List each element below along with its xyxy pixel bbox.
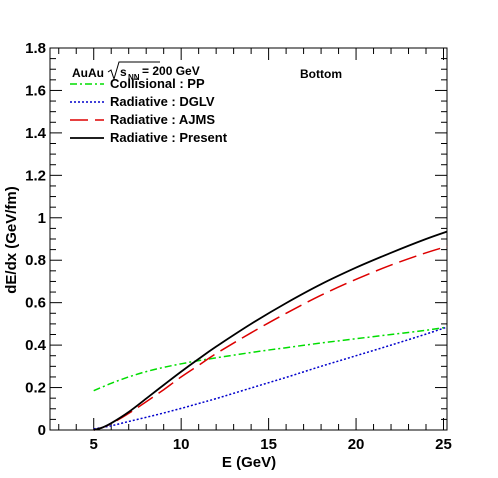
annotation-quark: Bottom xyxy=(300,67,342,81)
y-axis-label: dE/dx (GeV/fm) xyxy=(3,186,20,294)
y-tick-label: 1.8 xyxy=(25,40,46,57)
series-line-2 xyxy=(93,245,448,431)
annotation-energy-value: = 200 GeV xyxy=(142,64,200,78)
series-line-3 xyxy=(93,230,448,431)
x-tick-label: 10 xyxy=(173,436,190,453)
y-tick-label: 1 xyxy=(38,210,46,227)
y-tick-label: 1.4 xyxy=(25,125,47,142)
annotation-energy-subscript: NN xyxy=(128,73,140,82)
annotation-energy-symbol: s xyxy=(120,65,127,79)
legend-label-1: Radiative : DGLV xyxy=(110,94,215,109)
x-tick-label: 15 xyxy=(260,436,277,453)
y-tick-label: 0.6 xyxy=(25,295,46,312)
y-tick-label: 0.2 xyxy=(25,380,46,397)
y-tick-label: 0.4 xyxy=(25,337,47,354)
x-axis-label: E (GeV) xyxy=(222,454,276,471)
legend-label-2: Radiative : AJMS xyxy=(110,112,215,127)
y-tick-label: 0 xyxy=(38,422,46,439)
annotation-system: AuAu xyxy=(72,66,104,80)
x-tick-label: 25 xyxy=(435,436,452,453)
y-tick-label: 0.8 xyxy=(25,252,46,269)
legend-label-0: Collisional : PP xyxy=(110,76,205,91)
legend-label-3: Radiative : Present xyxy=(110,130,228,145)
x-tick-label: 5 xyxy=(90,436,98,453)
series-line-0 xyxy=(93,326,448,392)
y-tick-label: 1.6 xyxy=(25,82,46,99)
sqrt-sign-icon xyxy=(107,61,160,81)
x-tick-label: 20 xyxy=(348,436,365,453)
series-line-1 xyxy=(93,326,448,430)
y-tick-label: 1.2 xyxy=(25,167,46,184)
